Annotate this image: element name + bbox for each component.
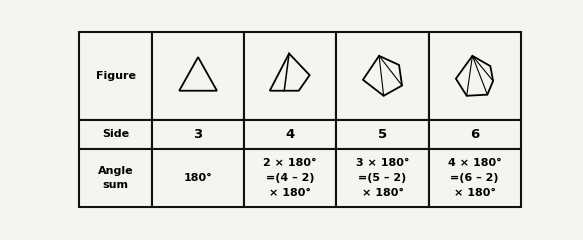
Bar — [336, 149, 429, 207]
Text: 4: 4 — [286, 128, 295, 141]
Text: Figure: Figure — [96, 71, 135, 81]
Text: 5: 5 — [378, 128, 387, 141]
Text: Side: Side — [102, 129, 129, 139]
Bar — [244, 149, 336, 207]
Text: =(5 – 2): =(5 – 2) — [359, 173, 406, 183]
Text: =(4 – 2): =(4 – 2) — [266, 173, 315, 183]
Bar — [79, 149, 152, 207]
Bar — [429, 32, 521, 120]
Bar — [152, 149, 244, 207]
Bar — [79, 120, 152, 149]
Text: 2 × 180°: 2 × 180° — [264, 158, 317, 168]
Bar — [336, 32, 429, 120]
Text: 6: 6 — [470, 128, 479, 141]
Bar — [79, 32, 152, 120]
Text: × 180°: × 180° — [361, 188, 403, 198]
Text: 4 × 180°: 4 × 180° — [448, 158, 501, 168]
Bar — [244, 32, 336, 120]
Text: 3 × 180°: 3 × 180° — [356, 158, 409, 168]
Text: =(6 – 2): =(6 – 2) — [451, 173, 499, 183]
Text: × 180°: × 180° — [269, 188, 311, 198]
Bar — [152, 32, 244, 120]
Bar — [429, 149, 521, 207]
Bar — [336, 120, 429, 149]
Text: × 180°: × 180° — [454, 188, 496, 198]
Text: 180°: 180° — [184, 173, 212, 183]
Text: Angle
sum: Angle sum — [98, 166, 134, 190]
Bar — [429, 120, 521, 149]
Bar — [152, 120, 244, 149]
Text: 3: 3 — [194, 128, 203, 141]
Bar — [244, 120, 336, 149]
